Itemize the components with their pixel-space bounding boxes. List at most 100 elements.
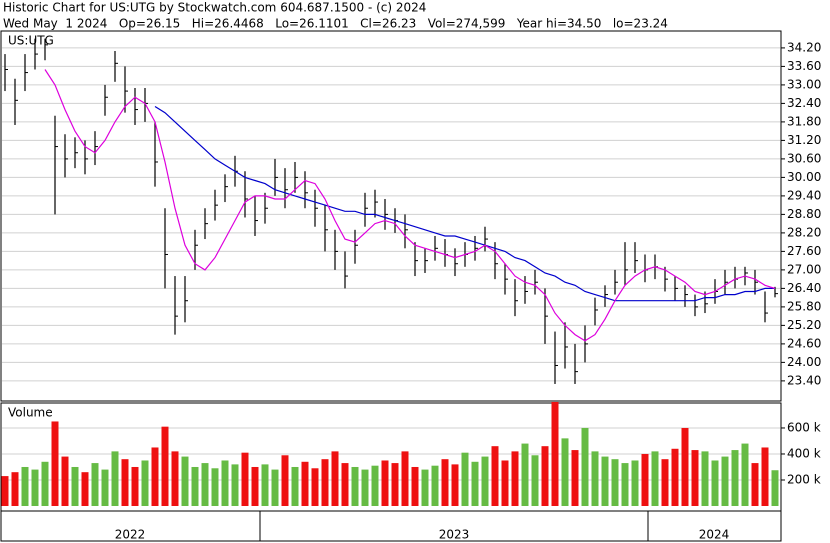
volume-bar xyxy=(421,469,429,506)
volume-bar xyxy=(321,459,329,506)
volume-bar xyxy=(701,451,709,506)
volume-bar xyxy=(511,451,519,506)
volume-bar xyxy=(591,451,599,506)
volume-bar xyxy=(681,427,689,506)
volume-bar xyxy=(191,466,199,506)
volume-title: Volume xyxy=(8,406,53,420)
volume-bar xyxy=(481,456,489,506)
volume-bar xyxy=(661,459,669,506)
y-tick-label: 27.00 xyxy=(787,262,821,276)
y-tick-label: 24.00 xyxy=(787,355,821,369)
volume-bar xyxy=(181,456,189,506)
volume-bar xyxy=(631,460,639,506)
volume-bar xyxy=(1,476,9,506)
volume-bar xyxy=(391,463,399,506)
volume-bar xyxy=(381,460,389,506)
volume-bar xyxy=(81,472,89,506)
y-tick-label: 27.60 xyxy=(787,244,821,258)
volume-bar xyxy=(671,448,679,506)
volume-bar xyxy=(331,451,339,506)
volume-bar xyxy=(541,446,549,506)
header-quote: Wed May 1 2024 Op=26.15 Hi=26.4468 Lo=26… xyxy=(3,17,668,31)
volume-bar xyxy=(571,450,579,506)
volume-bar xyxy=(301,461,309,506)
volume-bar xyxy=(521,443,529,506)
volume-bar xyxy=(411,466,419,506)
y-tick-label: 200 k xyxy=(787,472,821,486)
volume-bar xyxy=(11,472,19,506)
y-tick-label: 28.80 xyxy=(787,207,821,221)
volume-bar xyxy=(231,464,239,506)
year-label: 2024 xyxy=(699,528,730,542)
y-tick-label: 31.20 xyxy=(787,133,821,147)
volume-bar xyxy=(491,446,499,506)
volume-bar xyxy=(601,456,609,506)
volume-bar xyxy=(171,451,179,506)
volume-bar xyxy=(71,466,79,506)
y-tick-label: 400 k xyxy=(787,446,821,460)
volume-bar xyxy=(131,466,139,506)
y-tick-label: 33.00 xyxy=(787,77,821,91)
volume-bar xyxy=(271,469,279,506)
volume-bar xyxy=(731,450,739,506)
y-tick-label: 33.60 xyxy=(787,59,821,73)
volume-bar xyxy=(51,421,59,506)
volume-bar xyxy=(721,456,729,506)
volume-bar xyxy=(561,438,569,506)
moving-average xyxy=(154,105,775,302)
volume-bar xyxy=(581,427,589,506)
volume-bar xyxy=(551,401,559,506)
volume-bar xyxy=(371,465,379,506)
year-label: 2023 xyxy=(439,528,470,542)
volume-bar xyxy=(611,459,619,506)
volume-bar xyxy=(431,465,439,506)
volume-bar xyxy=(711,460,719,506)
volume-bar xyxy=(211,468,219,506)
y-tick-label: 26.40 xyxy=(787,281,821,295)
volume-bar xyxy=(401,451,409,506)
volume-bar xyxy=(691,450,699,506)
year-label: 2022 xyxy=(115,528,146,542)
volume-bar xyxy=(201,463,209,506)
y-tick-label: 24.60 xyxy=(787,336,821,350)
y-tick-label: 29.40 xyxy=(787,188,821,202)
volume-bar xyxy=(531,455,539,506)
price-panel xyxy=(0,30,782,402)
volume-bar xyxy=(441,459,449,506)
volume-bar xyxy=(91,463,99,506)
volume-bar xyxy=(121,459,129,506)
y-tick-label: 31.80 xyxy=(787,114,821,128)
volume-bar xyxy=(461,452,469,506)
volume-bar xyxy=(471,461,479,506)
y-tick-label: 30.60 xyxy=(787,151,821,165)
volume-bar xyxy=(261,464,269,506)
volume-bar xyxy=(741,443,749,506)
volume-bar xyxy=(41,461,49,506)
y-tick-label: 25.80 xyxy=(787,299,821,313)
volume-bar xyxy=(221,460,229,506)
volume-bar xyxy=(151,447,159,506)
y-tick-label: 25.20 xyxy=(787,318,821,332)
volume-bar xyxy=(501,460,509,506)
volume-bar xyxy=(761,447,769,506)
volume-bar xyxy=(61,456,69,506)
volume-bar xyxy=(651,451,659,506)
volume-bar xyxy=(351,466,359,506)
header-title: Historic Chart for US:UTG by Stockwatch.… xyxy=(3,1,426,15)
volume-bar xyxy=(281,455,289,506)
volume-bar xyxy=(111,451,119,506)
volume-bar xyxy=(141,460,149,506)
volume-bar xyxy=(751,463,759,506)
volume-bar xyxy=(361,469,369,506)
volume-bar xyxy=(251,466,259,506)
y-tick-label: 23.40 xyxy=(787,373,821,387)
time-axis xyxy=(0,510,782,542)
volume-bar xyxy=(311,468,319,506)
moving-average xyxy=(44,69,776,342)
y-tick-label: 600 k xyxy=(787,420,821,434)
price-title: US:UTG xyxy=(8,34,54,48)
volume-bar xyxy=(641,453,649,506)
y-tick-label: 32.40 xyxy=(787,96,821,110)
volume-bar xyxy=(161,426,169,506)
